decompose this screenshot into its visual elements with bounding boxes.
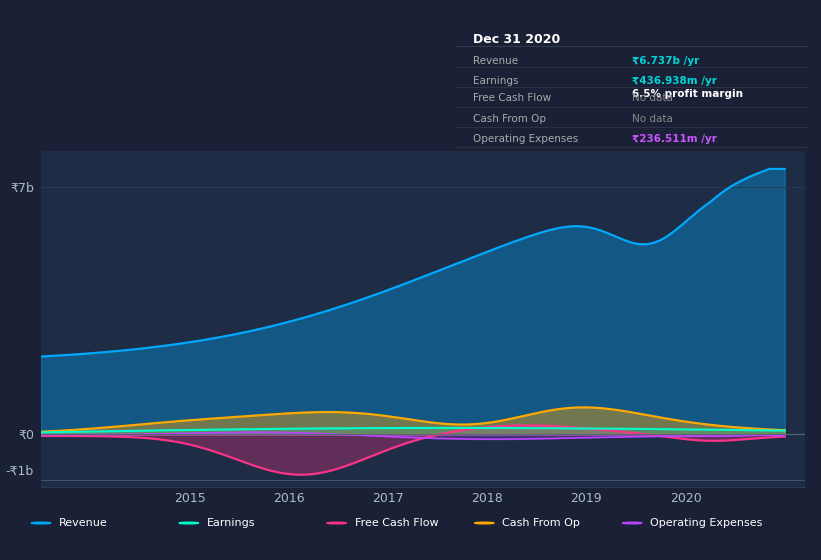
Circle shape — [475, 522, 494, 524]
Text: Earnings: Earnings — [474, 76, 519, 86]
Text: Free Cash Flow: Free Cash Flow — [474, 94, 552, 104]
Circle shape — [327, 522, 346, 524]
Text: No data: No data — [632, 94, 673, 104]
Text: Cash From Op: Cash From Op — [474, 114, 546, 124]
Text: ₹436.938m /yr: ₹436.938m /yr — [632, 76, 717, 86]
Circle shape — [622, 522, 642, 524]
Text: Revenue: Revenue — [474, 56, 518, 66]
Circle shape — [179, 522, 199, 524]
Text: No data: No data — [632, 114, 673, 124]
Text: Operating Expenses: Operating Expenses — [650, 518, 763, 528]
Text: Cash From Op: Cash From Op — [502, 518, 580, 528]
Text: Operating Expenses: Operating Expenses — [474, 134, 579, 144]
Text: Dec 31 2020: Dec 31 2020 — [474, 33, 561, 46]
Text: ₹236.511m /yr: ₹236.511m /yr — [632, 134, 717, 144]
Text: ₹6.737b /yr: ₹6.737b /yr — [632, 56, 699, 66]
Text: 6.5% profit margin: 6.5% profit margin — [632, 90, 743, 99]
Text: Free Cash Flow: Free Cash Flow — [355, 518, 438, 528]
Text: Revenue: Revenue — [59, 518, 108, 528]
Text: Earnings: Earnings — [207, 518, 255, 528]
Circle shape — [31, 522, 51, 524]
